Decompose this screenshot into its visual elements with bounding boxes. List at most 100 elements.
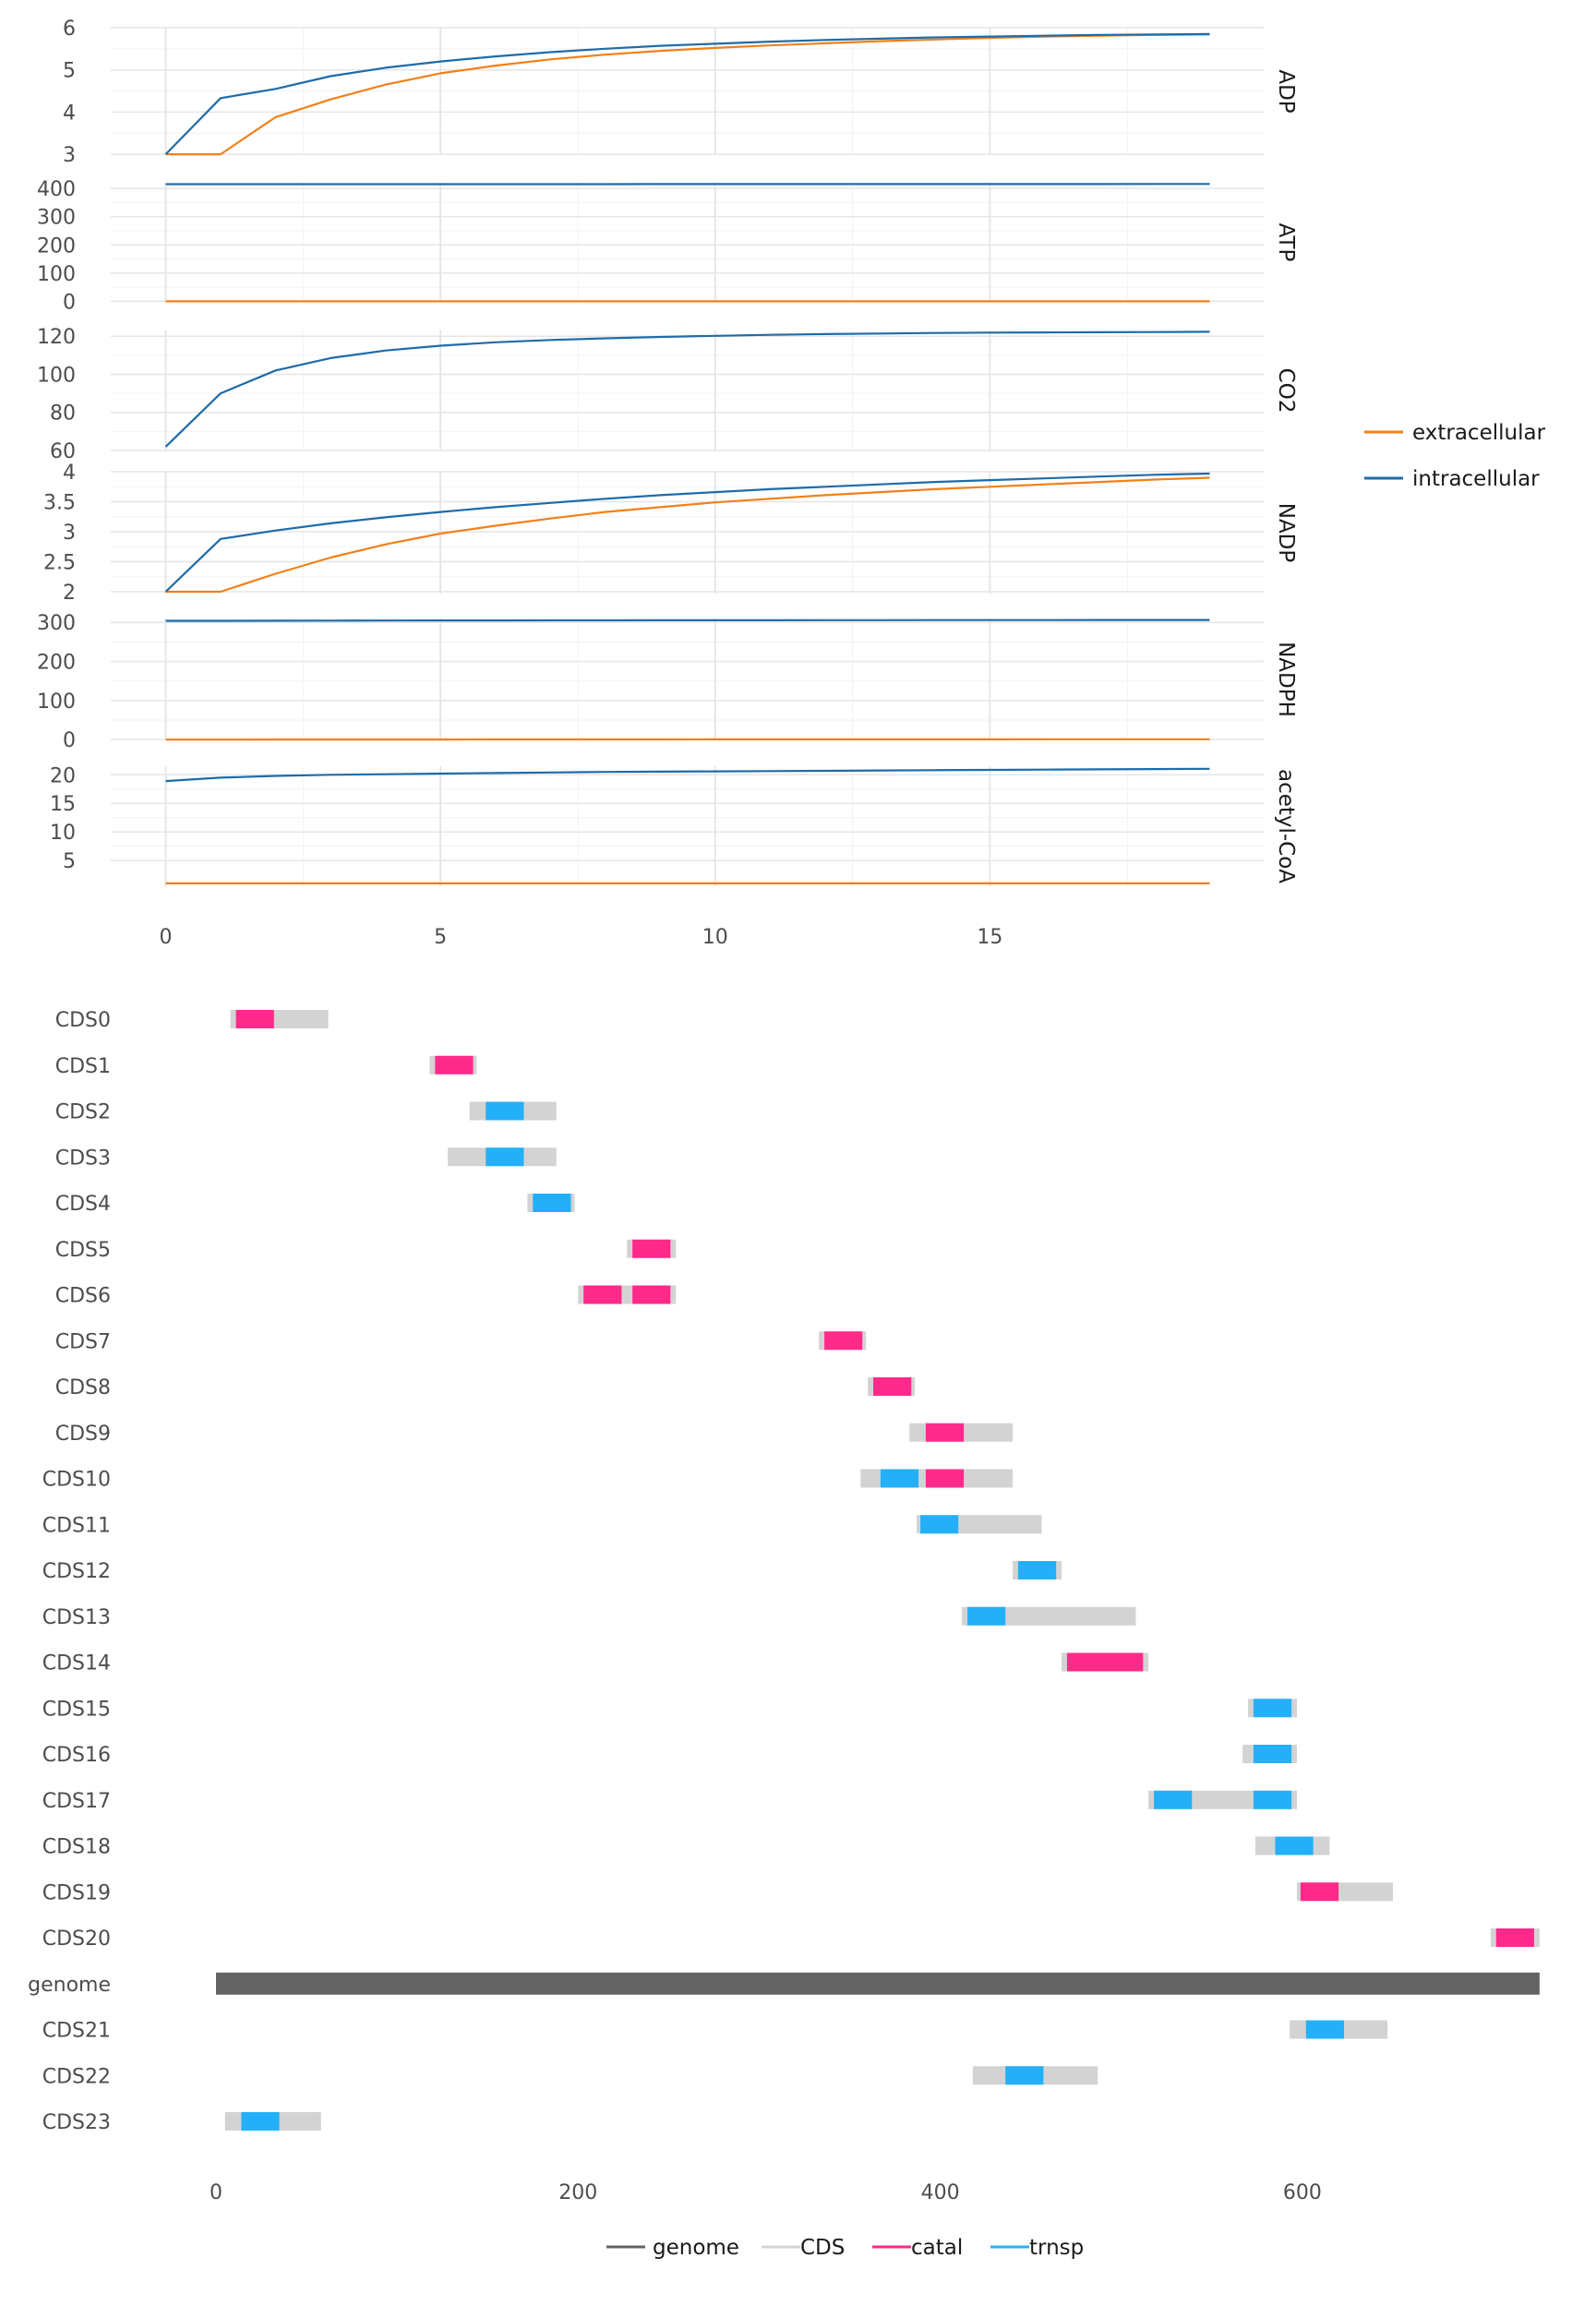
faceted-line-chart: 3456ADP0100200300400ATP6080100120CO222.5… [37, 18, 1546, 949]
domain-catal [235, 1010, 274, 1028]
facet-panel-nadph: 0 100 200 300 NADPH [37, 612, 1298, 752]
y-tick-label: 10 [50, 822, 76, 845]
domain-trnsp [967, 1606, 1006, 1626]
domain-trnsp [486, 1147, 524, 1167]
domain-catal [873, 1377, 912, 1396]
x-tick-label: 0 [160, 926, 173, 949]
domain-catal [1066, 1652, 1144, 1672]
row-cds6: CDS6 [55, 1285, 677, 1308]
y-tick-label: 3.5 [43, 492, 76, 515]
y-tick-label: 200 [37, 234, 76, 258]
row-label: CDS17 [42, 1790, 111, 1813]
facet-panel-acetyl-coa: 5 10 15 20 acetyl-CoA [50, 764, 1298, 886]
row-cds10: CDS10 [42, 1469, 1014, 1492]
row-cds3: CDS3 [55, 1147, 557, 1170]
row-label: CDS19 [42, 1881, 111, 1904]
facet-strip-label: CO2 [1274, 368, 1298, 414]
y-tick-label: 80 [50, 402, 76, 426]
legend: extracellular intracellular [1364, 421, 1546, 491]
row-cds13: CDS13 [42, 1606, 1136, 1629]
row-label: CDS11 [42, 1514, 111, 1537]
domain-trnsp [1305, 2020, 1345, 2039]
y-tick-label: 100 [37, 364, 76, 387]
domain-catal [583, 1285, 622, 1304]
y-tick-label: 2.5 [43, 552, 76, 575]
series-line-extracellular [165, 476, 1210, 594]
y-tick-label: 2 [63, 582, 76, 605]
row-label: CDS22 [42, 2065, 111, 2088]
row-label: CDS5 [55, 1239, 111, 1262]
y-tick-label: 20 [50, 764, 76, 787]
row-cds19: CDS19 [42, 1881, 1393, 1904]
domain-trnsp [1253, 1745, 1292, 1763]
domain-catal [1495, 1928, 1534, 1947]
x-tick-label: 5 [434, 926, 447, 949]
row-cds21: CDS21 [42, 2020, 1388, 2043]
x-tick-label: 200 [558, 2181, 597, 2204]
row-cds1: CDS1 [55, 1055, 477, 1078]
row-cds20: CDS20 [42, 1928, 1540, 1951]
domain-trnsp [1253, 1790, 1292, 1809]
series-line-intracellular [164, 32, 1210, 155]
domain-trnsp [920, 1515, 959, 1534]
series-line-intracellular [165, 767, 1210, 783]
y-tick-label: 300 [37, 612, 76, 635]
y-tick-label: 5 [63, 850, 76, 873]
row-label: CDS7 [55, 1330, 111, 1353]
y-tick-label: 100 [37, 263, 76, 286]
row-label: CDS15 [42, 1698, 111, 1721]
row-genome: genome [28, 1972, 1540, 1997]
facet-strip-label: ADP [1274, 69, 1298, 113]
domain-catal [925, 1469, 965, 1488]
domain-trnsp [241, 2112, 280, 2131]
y-tick-label: 15 [50, 793, 76, 816]
row-cds17: CDS17 [42, 1790, 1298, 1813]
legend-label: CDS [800, 2236, 845, 2260]
legend-label: extracellular [1412, 421, 1546, 445]
genome-bar [216, 1972, 1540, 1995]
row-label: CDS23 [42, 2111, 111, 2134]
row-cds15: CDS15 [42, 1698, 1298, 1721]
y-tick-label: 0 [63, 291, 76, 314]
row-cds9: CDS9 [55, 1423, 1014, 1446]
y-tick-label: 4 [63, 102, 76, 125]
row-cds5: CDS5 [55, 1239, 677, 1262]
series-line-intracellular [164, 472, 1210, 593]
row-label: CDS10 [42, 1469, 111, 1492]
domain-trnsp [1154, 1790, 1193, 1809]
domain-trnsp [486, 1101, 524, 1121]
row-cds7: CDS7 [55, 1330, 867, 1353]
legend-label: genome [653, 2236, 739, 2260]
domain-trnsp [1017, 1561, 1057, 1579]
y-tick-label: 4 [63, 462, 76, 485]
row-cds14: CDS14 [42, 1652, 1149, 1675]
y-tick-label: 3 [63, 522, 76, 545]
y-tick-label: 100 [37, 691, 76, 714]
series-line-extracellular [165, 33, 1210, 156]
facet-panel-nadp: 2 2.5 3 3.5 4 NADP [43, 462, 1298, 605]
row-label: CDS9 [55, 1423, 111, 1446]
domain-catal [435, 1055, 474, 1075]
row-label: genome [28, 1974, 111, 1997]
facet-panel-atp: 0 100 200 300 400 ATP [37, 178, 1298, 314]
row-label: CDS20 [42, 1928, 111, 1951]
row-label: CDS16 [42, 1744, 111, 1767]
x-tick-label: 15 [977, 926, 1002, 949]
row-cds16: CDS16 [42, 1744, 1298, 1767]
row-label: CDS21 [42, 2020, 111, 2043]
facet-strip-label: ATP [1274, 223, 1298, 262]
domain-trnsp [880, 1469, 919, 1488]
row-cds2: CDS2 [55, 1101, 557, 1124]
row-cds4: CDS4 [55, 1193, 575, 1216]
row-label: CDS6 [55, 1285, 111, 1308]
facet-strip-label: NADPH [1274, 642, 1298, 717]
row-label: CDS3 [55, 1147, 111, 1170]
row-label: CDS18 [42, 1836, 111, 1859]
y-tick-label: 6 [63, 18, 76, 41]
domain-trnsp [1005, 2066, 1044, 2085]
row-cds8: CDS8 [55, 1376, 916, 1399]
y-tick-label: 5 [63, 60, 76, 83]
legend-label: trnsp [1029, 2236, 1084, 2260]
row-label: CDS2 [55, 1101, 111, 1124]
